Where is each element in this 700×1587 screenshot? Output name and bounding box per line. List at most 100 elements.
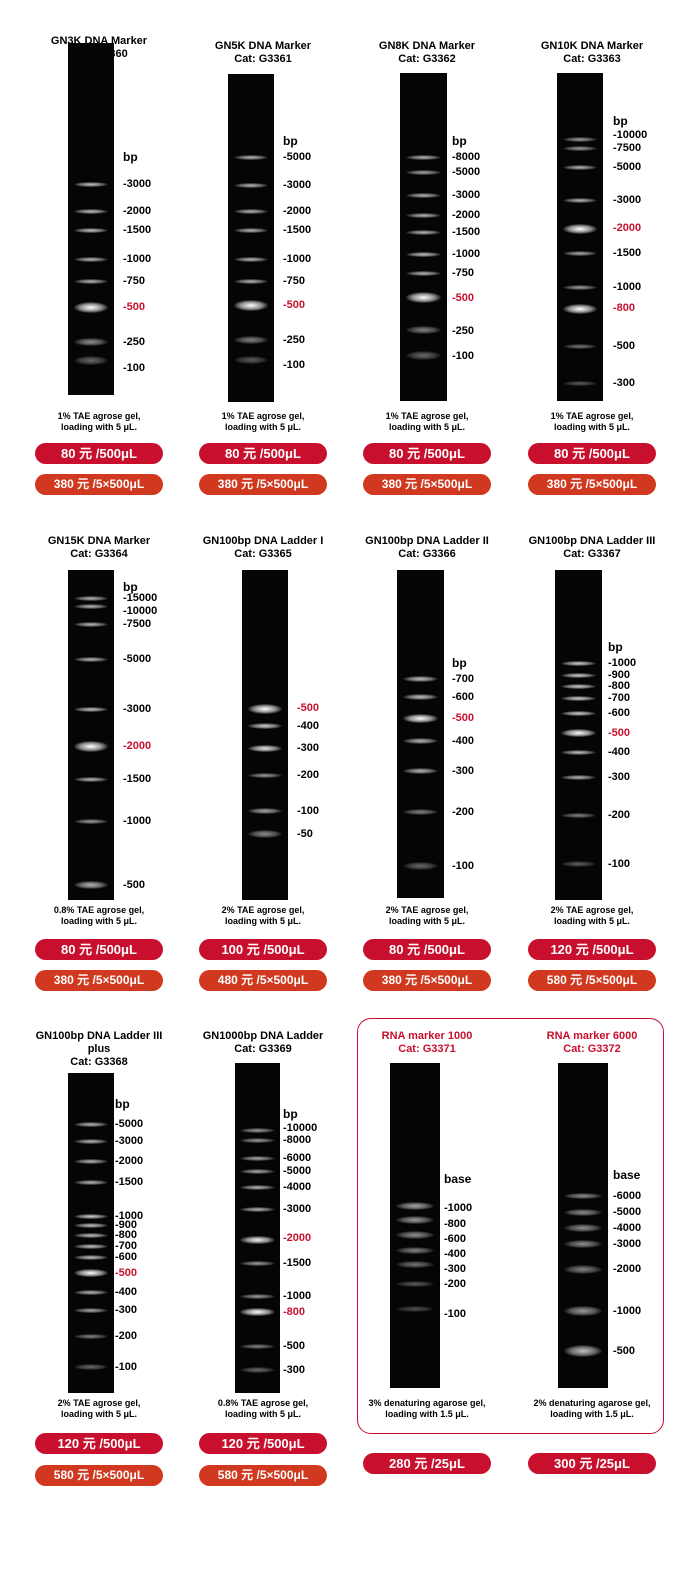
band-size-label: -1000 xyxy=(608,657,637,669)
price-single-pack[interactable]: 80 元 /500μL xyxy=(35,443,163,464)
price-single-pack[interactable]: 120 元 /500μL xyxy=(528,939,656,960)
band-size-label: -250 xyxy=(283,334,306,346)
price-five-pack[interactable]: 380 元 /5×500μL xyxy=(35,474,163,495)
price-five-pack[interactable]: 380 元 /5×500μL xyxy=(35,970,163,991)
gel-band xyxy=(73,1268,109,1278)
price-single-pack[interactable]: 100 元 /500μL xyxy=(199,939,327,960)
gel-band xyxy=(73,181,109,187)
gel-band xyxy=(247,704,283,714)
price-five-pack[interactable]: 380 元 /5×500μL xyxy=(199,474,327,495)
gel-band xyxy=(396,1260,434,1268)
size-unit-label: bp xyxy=(613,114,628,128)
gel-band xyxy=(73,278,109,284)
band-size-label: -8000 xyxy=(283,1134,312,1146)
price-single-pack[interactable]: 280 元 /25μL xyxy=(363,1453,491,1474)
gel-condition-line: 0.8% TAE agrose gel, xyxy=(217,1398,309,1408)
gel-band xyxy=(73,1243,109,1249)
band-size-label: -100 xyxy=(115,1361,138,1373)
gel-band xyxy=(564,1192,602,1200)
gel-condition-line: 1% TAE agrose gel, xyxy=(57,411,141,421)
gel-band xyxy=(405,251,442,257)
gel-band xyxy=(562,250,598,256)
band-size-label: -1000 xyxy=(115,1210,144,1222)
gel-band xyxy=(560,861,597,867)
loading-volume-line: loading with 5 μL. xyxy=(60,916,137,926)
band-size-label: -500 xyxy=(283,299,306,311)
gel-band xyxy=(560,710,597,716)
price-five-pack[interactable]: 580 元 /5×500μL xyxy=(528,970,656,991)
gel-band xyxy=(233,299,269,311)
band-size-label: -3000 xyxy=(613,1238,642,1250)
price-five-pack[interactable]: 580 元 /5×500μL xyxy=(199,1465,327,1486)
gel-band xyxy=(396,1305,434,1313)
band-size-label: -600 xyxy=(608,707,631,719)
loading-volume-line: loading with 5 μL. xyxy=(224,1409,301,1419)
band-size-label: -400 xyxy=(115,1286,138,1298)
band-size-label: -700 xyxy=(115,1240,138,1252)
price-single-pack[interactable]: 300 元 /25μL xyxy=(528,1453,656,1474)
band-size-label: -6000 xyxy=(613,1190,642,1202)
gel-band xyxy=(564,1345,602,1357)
marker-name: RNA marker 1000 xyxy=(381,1030,473,1042)
gel-band xyxy=(73,656,109,662)
gel-lane-image xyxy=(68,1073,114,1393)
gel-band xyxy=(233,227,269,233)
gel-band xyxy=(233,355,269,365)
band-size-label: -1500 xyxy=(123,224,152,236)
gel-condition-note: 0.8% TAE agrose gel, loading with 5 μL. xyxy=(27,905,171,927)
size-unit-label: bp xyxy=(608,640,623,654)
price-five-pack[interactable]: 380 元 /5×500μL xyxy=(528,474,656,495)
gel-band xyxy=(233,256,269,262)
gel-band xyxy=(73,1179,109,1185)
band-size-label: -300 xyxy=(608,771,631,783)
gel-band xyxy=(562,197,598,203)
gel-band xyxy=(73,1232,109,1238)
marker-cat-number: Cat: G3368 xyxy=(70,1056,128,1068)
band-size-label: -1000 xyxy=(444,1202,473,1214)
gel-band xyxy=(247,772,283,778)
marker-cat-number: Cat: G3371 xyxy=(398,1043,456,1055)
gel-band xyxy=(73,1363,109,1371)
marker-title: GN8K DNA Marker Cat: G3362 xyxy=(363,40,491,66)
marker-title: GN5K DNA Marker Cat: G3361 xyxy=(199,40,327,66)
marker-name: GN1000bp DNA Ladder xyxy=(202,1030,324,1042)
band-size-label: -4000 xyxy=(283,1181,312,1193)
gel-band xyxy=(560,672,597,678)
gel-condition-line: 1% TAE agrose gel, xyxy=(385,411,469,421)
gel-lane-image xyxy=(557,73,603,401)
loading-volume-line: loading with 5 μL. xyxy=(388,422,465,432)
band-size-label: -500 xyxy=(123,301,146,313)
price-single-pack[interactable]: 80 元 /500μL xyxy=(199,443,327,464)
gel-band xyxy=(73,881,109,889)
price-five-pack[interactable]: 380 元 /5×500μL xyxy=(363,970,491,991)
gel-condition-line: 1% TAE agrose gel, xyxy=(221,411,305,421)
gel-band xyxy=(73,256,109,262)
size-unit-label: bp xyxy=(115,1097,130,1111)
price-single-pack[interactable]: 80 元 /500μL xyxy=(363,939,491,960)
size-unit-label: bp xyxy=(123,150,138,164)
price-five-pack[interactable]: 480 元 /5×500μL xyxy=(199,970,327,991)
price-single-pack[interactable]: 80 元 /500μL xyxy=(35,939,163,960)
price-single-pack[interactable]: 120 元 /500μL xyxy=(199,1433,327,1454)
gel-band xyxy=(73,227,109,233)
band-size-label: -500 xyxy=(115,1267,138,1279)
size-unit-label: base xyxy=(613,1168,641,1182)
size-unit-label: bp xyxy=(283,1107,298,1121)
band-size-label: -5000 xyxy=(115,1118,144,1130)
gel-lane-image xyxy=(68,43,114,395)
price-five-pack[interactable]: 580 元 /5×500μL xyxy=(35,1465,163,1486)
band-size-label: -600 xyxy=(444,1233,467,1245)
band-size-label: -1000 xyxy=(452,248,481,260)
price-single-pack[interactable]: 120 元 /500μL xyxy=(35,1433,163,1454)
marker-cat-number: Cat: G3361 xyxy=(234,53,292,65)
price-five-pack[interactable]: 380 元 /5×500μL xyxy=(363,474,491,495)
price-single-pack[interactable]: 80 元 /500μL xyxy=(528,443,656,464)
band-size-label: -3000 xyxy=(283,1203,312,1215)
band-size-label: -1500 xyxy=(283,224,312,236)
band-size-label: -300 xyxy=(452,765,475,777)
band-size-label: -10000 xyxy=(123,605,158,617)
size-unit-label: bp xyxy=(123,580,138,594)
price-single-pack[interactable]: 80 元 /500μL xyxy=(363,443,491,464)
gel-band xyxy=(562,164,598,170)
gel-band xyxy=(564,1264,602,1274)
